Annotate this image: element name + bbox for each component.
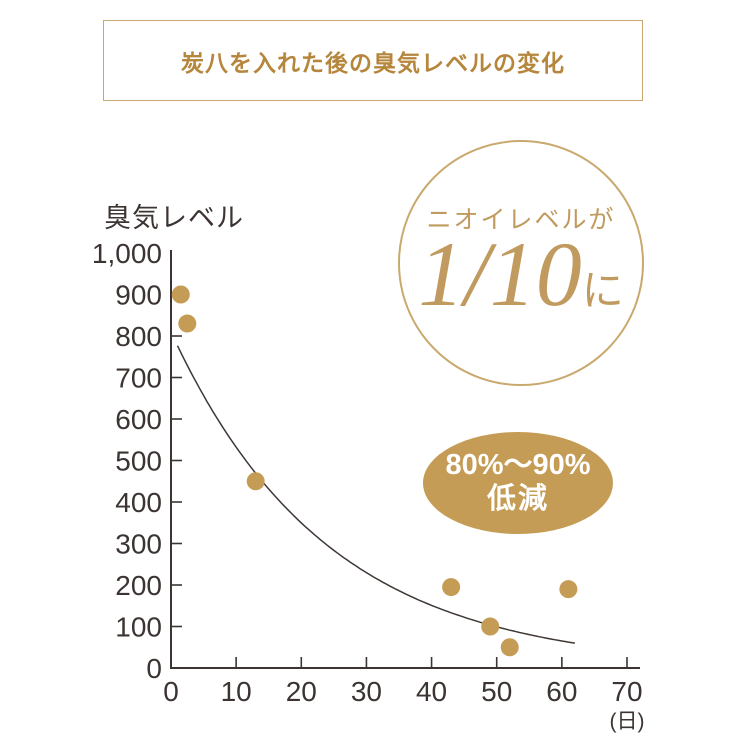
y-tick-label: 800 [115,321,162,352]
x-tick-label: 30 [351,676,382,707]
ratio-suffix: に [581,269,624,315]
ratio-badge-value-line: 1/10に [400,228,642,320]
y-tick-label: 300 [115,529,162,560]
data-point [171,285,190,304]
y-tick-label: 500 [115,446,162,477]
y-tick-label: 600 [115,404,162,435]
y-axis-label: 臭気レベル [104,203,244,233]
data-point [178,314,197,333]
x-tick-label: 50 [481,676,512,707]
reduction-label: 低減 [486,482,549,515]
trend-curve [176,345,576,644]
x-tick-label: 0 [163,676,179,707]
y-tick-label: 0 [146,653,162,684]
data-point [500,638,519,657]
y-tick-label: 1,000 [92,238,162,269]
ratio-value: 1/10 [418,223,582,325]
data-point [246,472,265,491]
y-tick-label: 900 [115,280,162,311]
x-tick-label: 60 [546,676,577,707]
x-tick-label: 10 [221,676,252,707]
reduction-badge: 80%〜90% 低減 [423,432,613,534]
ratio-badge-caption: ニオイレベルが [426,207,616,234]
y-tick-label: 200 [115,570,162,601]
x-tick-label: 40 [416,676,447,707]
data-point [481,617,500,636]
reduction-range: 80%〜90% [445,449,591,481]
chart-title-box: 炭八を入れた後の臭気レベルの変化 [103,20,643,101]
data-point [442,578,461,597]
ratio-badge: ニオイレベルが 1/10に [398,140,644,386]
x-tick-label: 20 [286,676,317,707]
y-tick-label: 400 [115,487,162,518]
x-tick-label: 70 [611,676,642,707]
data-point [559,580,578,599]
chart-title: 炭八を入れた後の臭気レベルの変化 [181,49,565,76]
x-axis-unit: (日) [609,710,645,733]
y-tick-label: 700 [115,363,162,394]
y-tick-label: 100 [115,612,162,643]
